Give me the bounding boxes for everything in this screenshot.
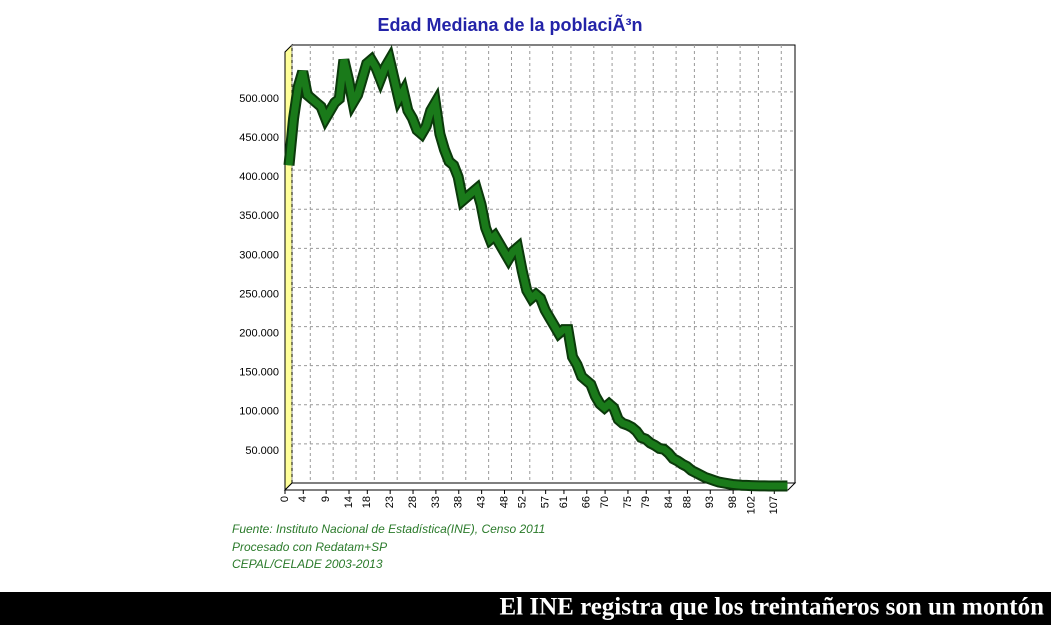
- x-tick-label: 107: [768, 496, 780, 514]
- x-tick-label: 61: [558, 496, 570, 508]
- y-tick-label: 300.000: [239, 249, 279, 261]
- x-tick-label: 23: [384, 496, 396, 508]
- x-tick-label: 38: [453, 496, 465, 508]
- y-tick-label: 100.000: [239, 406, 279, 418]
- x-tick-label: 79: [640, 496, 652, 508]
- source-line: Fuente: Instituto Nacional de Estadístic…: [232, 522, 545, 536]
- chart-title: Edad Mediana de la poblaciÃ³n: [377, 14, 642, 35]
- line-series: [285, 50, 788, 490]
- x-tick-label: 70: [599, 496, 611, 508]
- caption: El INE registra que los treintañeros son…: [499, 594, 1044, 621]
- y-tick-label: 450.000: [239, 132, 279, 144]
- x-tick-label: 18: [361, 496, 373, 508]
- x-tick-label: 93: [704, 496, 716, 508]
- x-tick-label: 98: [727, 496, 739, 508]
- x-tick-label: 66: [581, 496, 593, 508]
- x-tick-label: 33: [430, 496, 442, 508]
- x-tick-label: 52: [517, 496, 529, 508]
- plot-area: [291, 44, 796, 484]
- y-tick-label: 200.000: [239, 327, 279, 339]
- x-tick-label: 84: [663, 496, 675, 508]
- x-tick-label: 4: [297, 496, 309, 502]
- y-tick-label: 500.000: [239, 93, 279, 105]
- y-tick-label: 50.000: [245, 445, 279, 457]
- source-line: Procesado con Redatam+SP: [232, 540, 387, 554]
- caption-bar: [0, 592, 1051, 625]
- y-tick-label: 250.000: [239, 288, 279, 300]
- x-tick-label: 14: [343, 496, 355, 508]
- y-tick-label: 350.000: [239, 210, 279, 222]
- x-tick-label: 43: [476, 496, 488, 508]
- x-tick-label: 0: [279, 496, 291, 502]
- x-tick-label: 75: [622, 496, 634, 508]
- x-tick-label: 57: [540, 496, 552, 508]
- x-tick-label: 102: [745, 496, 757, 514]
- y-tick-label: 400.000: [239, 171, 279, 183]
- x-tick-label: 88: [681, 496, 693, 508]
- x-tick-label: 28: [407, 496, 419, 508]
- source-line: CEPAL/CELADE 2003-2013: [232, 557, 383, 571]
- x-tick-label: 48: [498, 496, 510, 508]
- x-tick-label: 9: [320, 496, 332, 502]
- y-tick-label: 150.000: [239, 367, 279, 379]
